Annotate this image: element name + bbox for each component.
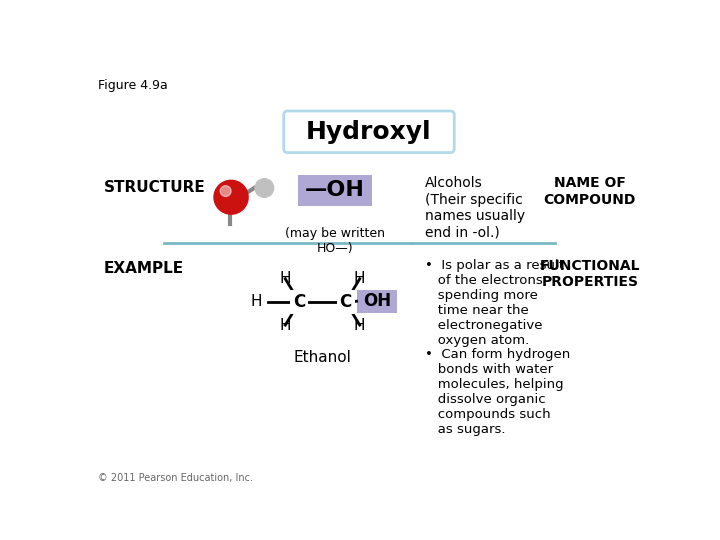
Text: Hydroxyl: Hydroxyl [306, 120, 432, 144]
Text: Ethanol: Ethanol [294, 350, 351, 364]
Text: (may be written
HO—): (may be written HO—) [285, 227, 385, 255]
Circle shape [220, 186, 231, 197]
Circle shape [214, 180, 248, 214]
Circle shape [255, 179, 274, 197]
Text: C: C [293, 293, 305, 311]
Text: NAME OF
COMPOUND: NAME OF COMPOUND [544, 177, 636, 207]
FancyBboxPatch shape [297, 175, 372, 206]
Text: H: H [279, 318, 291, 333]
Text: Alcohols
(Their specific
names usually
end in -ol.): Alcohols (Their specific names usually e… [425, 177, 525, 239]
Text: —OH: —OH [305, 180, 365, 200]
Text: •  Is polar as a result
   of the electrons
   spending more
   time near the
  : • Is polar as a result of the electrons … [425, 259, 564, 347]
Text: H: H [251, 294, 262, 309]
Text: H: H [279, 272, 291, 286]
Text: •  Can form hydrogen
   bonds with water
   molecules, helping
   dissolve organ: • Can form hydrogen bonds with water mol… [425, 348, 570, 436]
Text: Figure 4.9a: Figure 4.9a [98, 79, 168, 92]
Text: H: H [354, 272, 366, 286]
FancyBboxPatch shape [284, 111, 454, 153]
Text: EXAMPLE: EXAMPLE [104, 261, 184, 276]
Text: OH: OH [363, 292, 391, 310]
Text: STRUCTURE: STRUCTURE [104, 180, 206, 195]
Text: C: C [340, 293, 352, 311]
FancyBboxPatch shape [356, 289, 397, 313]
Text: H: H [354, 318, 366, 333]
Text: FUNCTIONAL
PROPERTIES: FUNCTIONAL PROPERTIES [539, 259, 640, 289]
Text: © 2011 Pearson Education, Inc.: © 2011 Pearson Education, Inc. [98, 473, 253, 483]
